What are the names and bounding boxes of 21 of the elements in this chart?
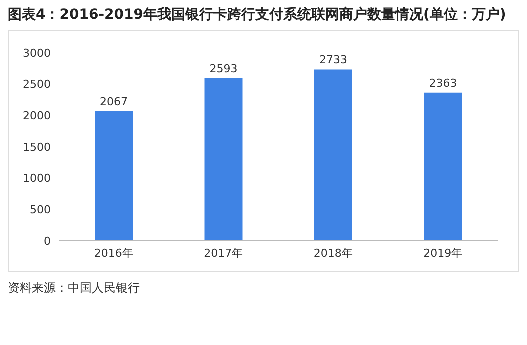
y-tick-label: 2000 <box>23 110 51 123</box>
bar <box>424 92 462 241</box>
x-tick-label: 2016年 <box>94 246 134 260</box>
chart-title: 图表4：2016-2019年我国银行卡跨行支付系统联网商户数量情况(单位：万户) <box>8 6 508 24</box>
data-label: 2593 <box>210 62 238 76</box>
y-tick-label: 500 <box>30 204 51 217</box>
text: 资料来源：中国人民银行 <box>8 280 141 297</box>
x-tick-label: 2019年 <box>424 246 463 260</box>
x-tick-label: 2018年 <box>314 246 353 260</box>
y-tick-label: 3000 <box>23 46 51 60</box>
bar <box>95 111 133 241</box>
bar <box>204 78 243 241</box>
y-tick-label: 1000 <box>23 172 51 186</box>
y-tick-label: 1500 <box>23 140 51 154</box>
data-label: 2067 <box>100 95 128 108</box>
x-tick-label: 2017年 <box>204 246 244 260</box>
data-label: 2363 <box>429 76 458 90</box>
y-tick-label: 0 <box>44 234 51 248</box>
bar <box>314 70 352 241</box>
data-label: 2733 <box>320 54 348 67</box>
y-tick-label: 2500 <box>23 78 51 92</box>
